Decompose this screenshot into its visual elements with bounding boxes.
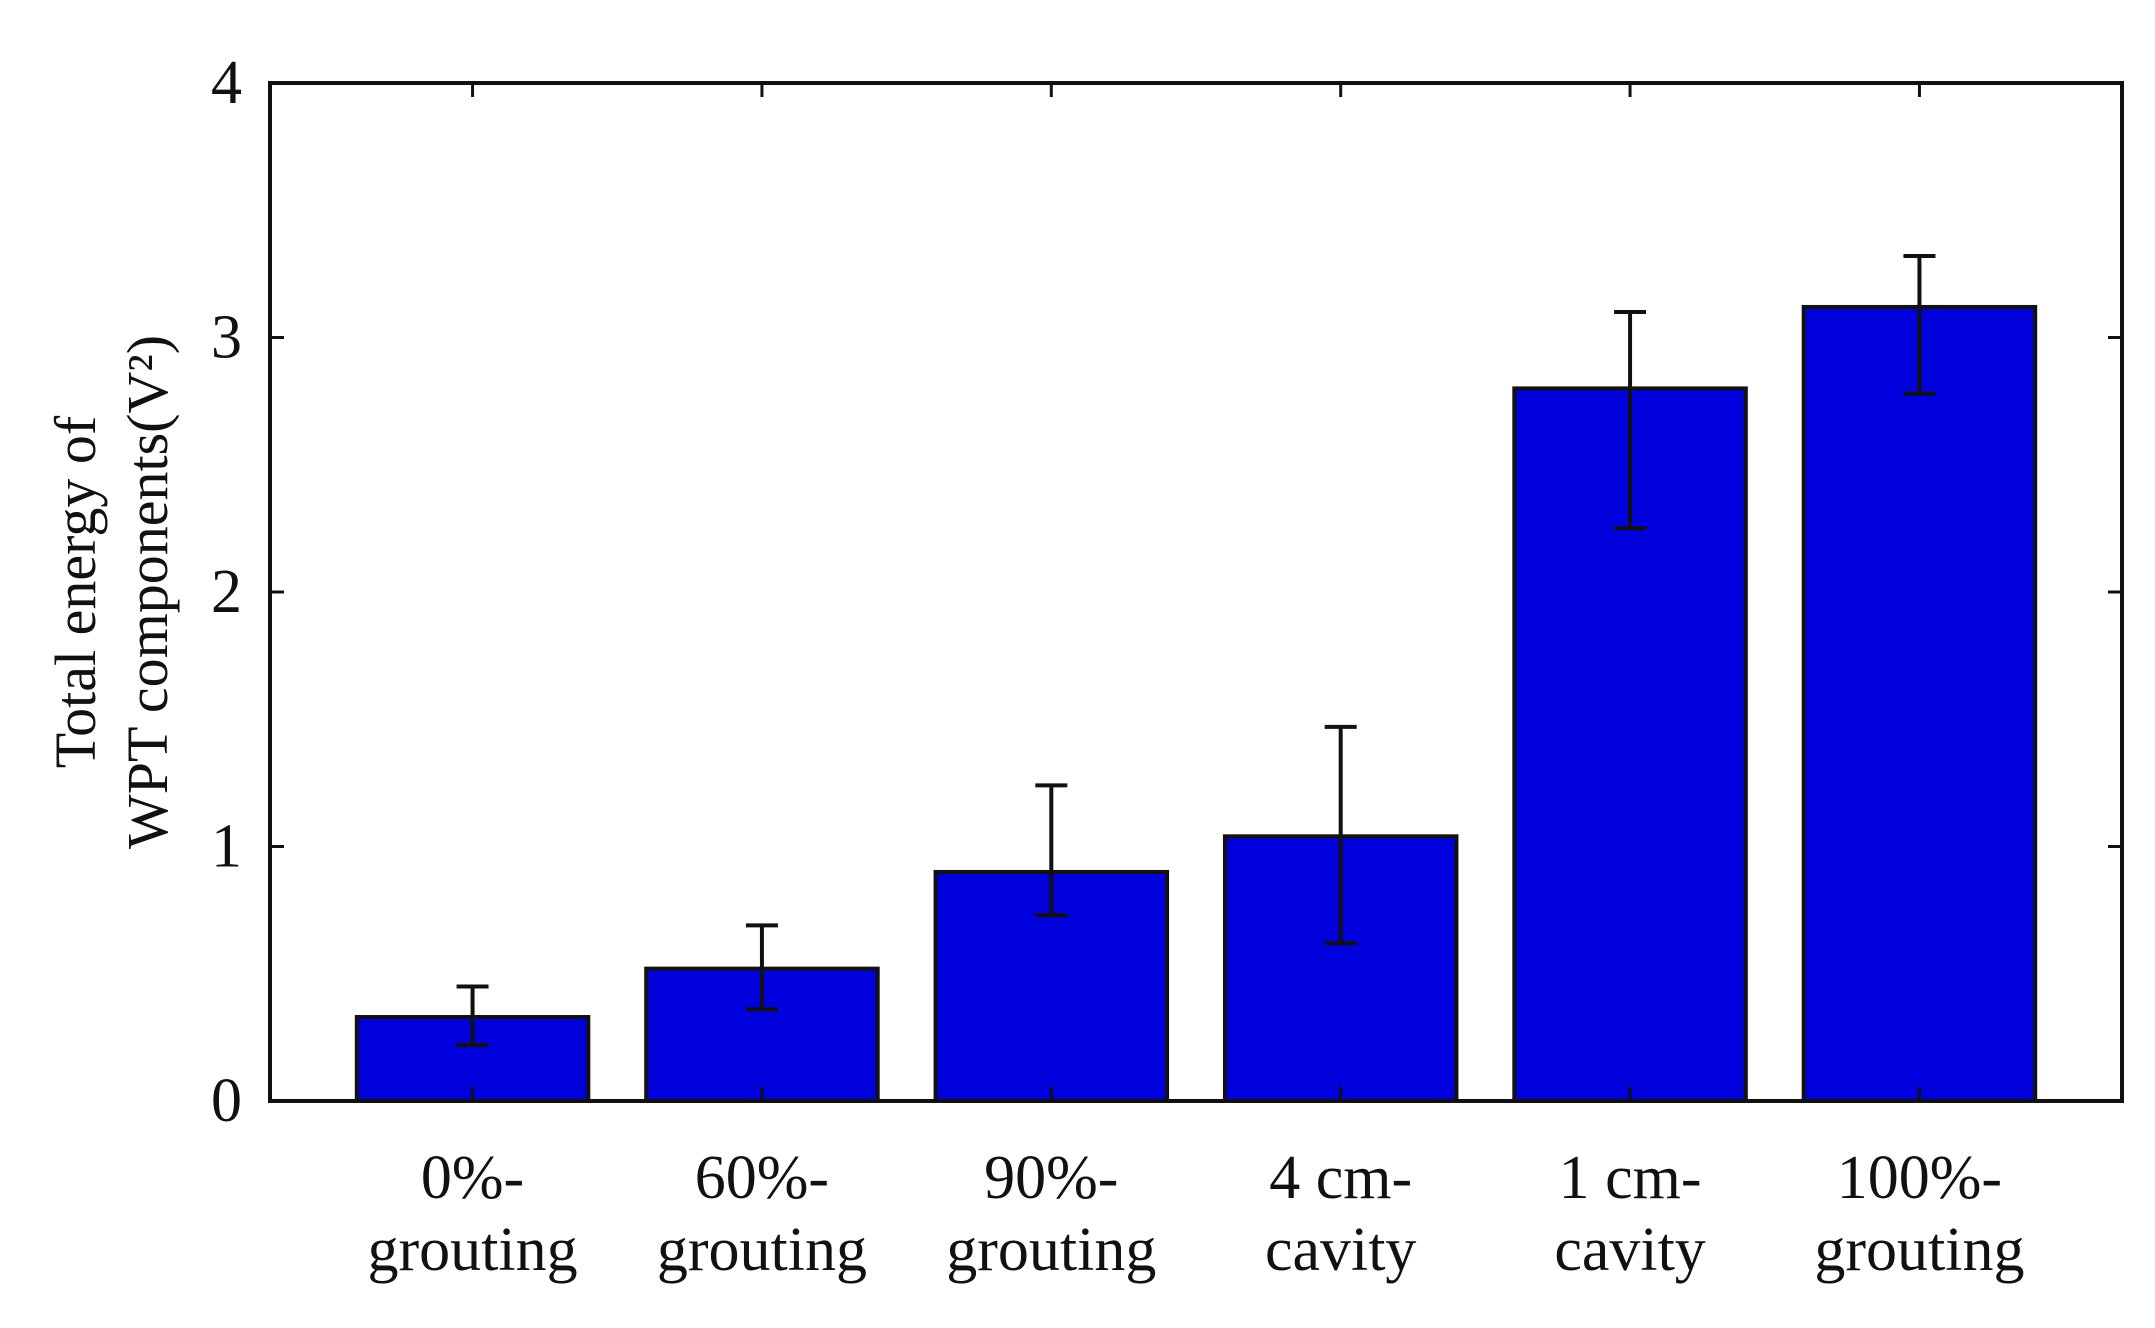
x-category-label-2-line-1: 90%- [984,1144,1118,1212]
error-bar-2 [1035,783,1068,918]
y-tick-label-1: 1 [211,813,242,881]
x-category-label-5-line-2: grouting [1814,1216,2024,1284]
error-bar-4 [1614,310,1647,531]
y-axis-label-line-2: WPT components(V²) [115,335,180,849]
error-bar-1 [745,923,778,1012]
error-bar-5 [1903,254,1936,396]
x-category-label-4-line-1: 1 cm- [1559,1144,1702,1212]
x-category-label-3-line-2: cavity [1265,1216,1417,1284]
x-category-label-1-line-2: grouting [657,1216,867,1284]
error-bars-layer [456,254,1936,1048]
bars-layer [354,304,2038,1104]
y-tick-labels: 0 1 2 3 4 [211,49,242,1135]
error-bar-3 [1324,724,1357,946]
y-axis-label-line-1: Total energy of [43,415,108,768]
y-tick-label-3: 3 [211,304,242,372]
y-axis-label: Total energy of WPT components(V²) [43,335,180,849]
bar-5 [1801,304,2038,1103]
x-category-label-2-line-2: grouting [946,1216,1156,1284]
bar-3 [1222,834,1459,1103]
x-category-label-0-line-2: grouting [368,1216,578,1284]
y-tick-label-0: 0 [211,1067,242,1135]
ticks-layer [270,81,2122,1103]
x-category-label-1-line-1: 60%- [695,1144,829,1212]
x-category-label-4-line-2: cavity [1554,1216,1706,1284]
x-category-label-0-line-1: 0%- [421,1144,524,1212]
x-category-label-3-line-1: 4 cm- [1269,1144,1412,1212]
y-tick-label-2: 2 [211,558,242,626]
x-category-label-5-line-1: 100%- [1837,1144,2002,1212]
error-bar-0 [456,984,489,1048]
y-tick-label-4: 4 [211,49,242,117]
